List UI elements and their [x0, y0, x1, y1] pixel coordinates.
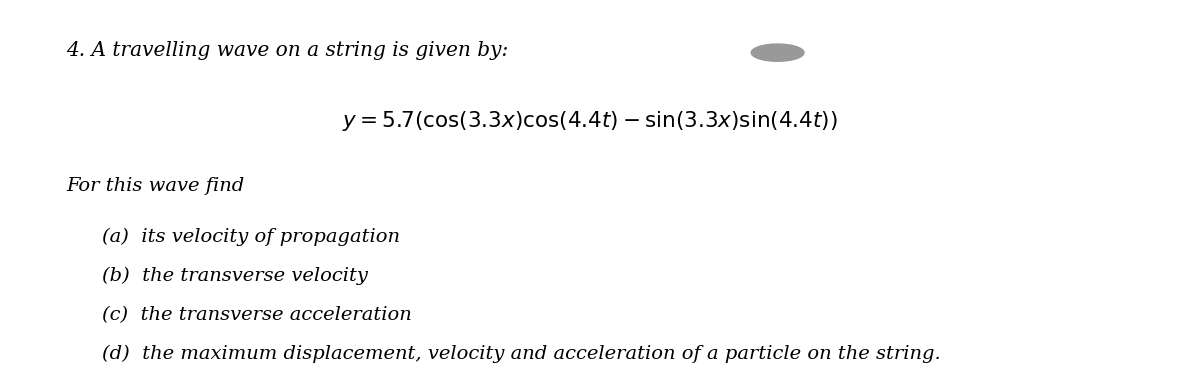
- Text: (c)  the transverse acceleration: (c) the transverse acceleration: [102, 306, 412, 324]
- Text: For this wave find: For this wave find: [66, 177, 245, 195]
- Text: $y = 5.7(\cos(3.3x)\cos(4.4t) - \sin(3.3x)\sin(4.4t))$: $y = 5.7(\cos(3.3x)\cos(4.4t) - \sin(3.3…: [342, 109, 838, 133]
- Text: (d)  the maximum displacement, velocity and acceleration of a particle on the st: (d) the maximum displacement, velocity a…: [102, 345, 941, 363]
- Text: (b)  the transverse velocity: (b) the transverse velocity: [102, 267, 368, 285]
- Text: (a)  its velocity of propagation: (a) its velocity of propagation: [102, 228, 400, 246]
- Ellipse shape: [751, 44, 804, 61]
- Text: 4. A travelling wave on a string is given by:: 4. A travelling wave on a string is give…: [66, 41, 509, 60]
